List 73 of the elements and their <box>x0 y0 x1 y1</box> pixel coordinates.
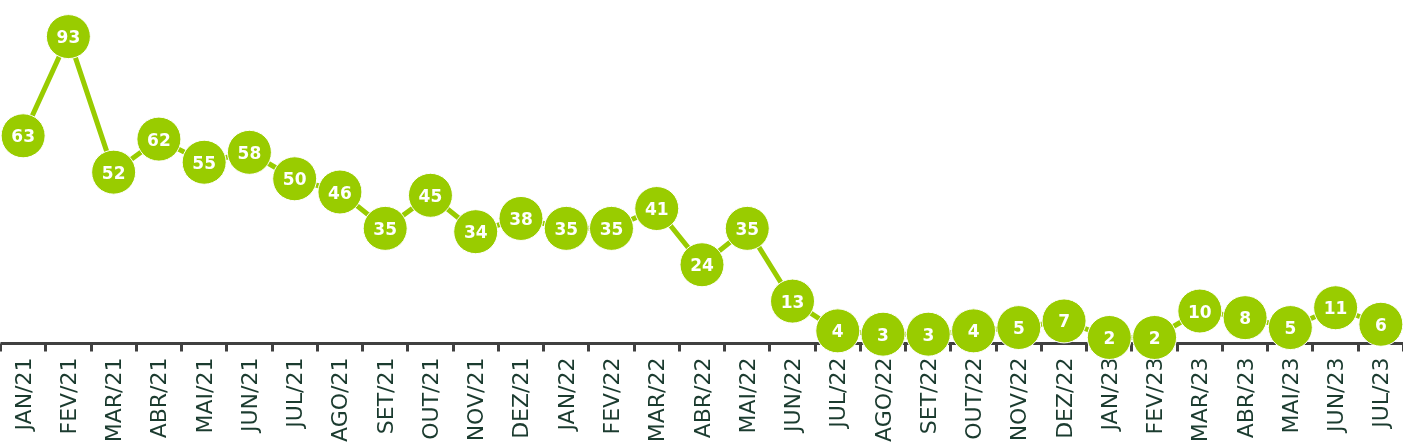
x-tick-label: MAR/22 <box>644 357 670 443</box>
x-tick-label: OUT/21 <box>417 357 443 440</box>
point <box>1041 298 1087 344</box>
x-tick-label: DEZ/21 <box>508 357 534 439</box>
x-tick-label: FEV/23 <box>1142 357 1168 435</box>
x-tick-label: JAN/23 <box>1096 357 1122 433</box>
x-tick-label: OUT/22 <box>961 357 987 440</box>
x-tick-label: JUN/23 <box>1323 357 1349 434</box>
x-tick-label: JUL/23 <box>1368 357 1394 430</box>
point <box>1222 295 1268 341</box>
x-tick-label: DEZ/22 <box>1051 357 1077 439</box>
data-label: 8 <box>1239 308 1252 329</box>
data-label: 41 <box>644 199 669 220</box>
data-label: 24 <box>690 255 714 276</box>
x-tick-label: ABR/21 <box>146 357 172 439</box>
data-label: 38 <box>509 208 533 229</box>
point <box>860 311 906 357</box>
data-label: 52 <box>101 162 126 183</box>
x-tick-label: FEV/21 <box>55 357 81 435</box>
x-tick-label: MAI/21 <box>191 357 217 434</box>
point <box>1132 315 1178 360</box>
data-label: 5 <box>1012 318 1025 339</box>
data-label: 93 <box>56 27 81 48</box>
data-label: 4 <box>967 321 980 342</box>
x-tick-label: NOV/21 <box>463 357 489 442</box>
data-label: 13 <box>780 291 805 312</box>
data-label: 35 <box>735 218 760 239</box>
data-label: 11 <box>1323 298 1348 319</box>
data-label: 2 <box>1103 327 1116 348</box>
x-tick-label: JUL/21 <box>282 357 308 430</box>
x-tick-label: JUN/22 <box>780 357 806 434</box>
point <box>1086 315 1132 360</box>
data-label: 35 <box>373 218 398 239</box>
x-tick-label: SET/21 <box>372 357 398 435</box>
point <box>815 308 861 354</box>
point <box>1358 301 1403 347</box>
x-tick-label: JUN/21 <box>236 357 262 434</box>
data-label: 4 <box>831 321 844 342</box>
x-tick-label: AGO/22 <box>870 357 896 442</box>
x-tick-label: MAR/23 <box>1187 357 1213 443</box>
data-label: 34 <box>463 222 488 243</box>
point <box>996 305 1042 351</box>
data-label: 55 <box>192 152 216 173</box>
x-tick-label: JUL/22 <box>825 357 851 430</box>
data-label: 58 <box>237 142 262 163</box>
x-tick-label: NOV/22 <box>1006 357 1032 442</box>
data-label: 2 <box>1148 327 1161 348</box>
data-label: 35 <box>599 218 624 239</box>
data-label: 3 <box>877 324 889 345</box>
data-label: 5 <box>1284 318 1297 339</box>
point <box>905 311 951 357</box>
data-label: 6 <box>1374 314 1387 335</box>
x-tick-label: MAR/21 <box>101 357 127 443</box>
data-label: 63 <box>11 126 35 147</box>
x-tick-label: MAI/23 <box>1277 357 1303 434</box>
x-tick-label: FEV/22 <box>598 357 624 435</box>
x-tick-label: AGO/21 <box>327 357 353 442</box>
x-tick-label: ABR/22 <box>689 357 715 439</box>
x-tick-label: JAN/22 <box>553 357 579 433</box>
data-label: 35 <box>554 218 579 239</box>
data-label: 45 <box>418 185 443 206</box>
data-label: 7 <box>1058 311 1070 332</box>
x-tick-label: MAI/22 <box>734 357 760 434</box>
x-tick-label: SET/22 <box>915 357 941 435</box>
data-label: 46 <box>328 182 352 203</box>
data-label: 10 <box>1188 301 1212 322</box>
data-label: 3 <box>922 324 935 345</box>
x-tick-label: ABR/23 <box>1232 357 1258 439</box>
point <box>1267 305 1313 351</box>
x-tick-label: JAN/21 <box>10 357 36 433</box>
point <box>951 308 997 354</box>
data-label: 62 <box>147 129 171 150</box>
data-label: 50 <box>282 169 307 190</box>
